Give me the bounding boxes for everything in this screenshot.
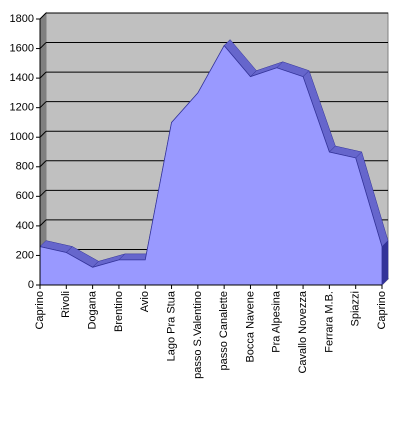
x-tick-label: passo Canalette [218, 291, 230, 371]
y-tick-label: 1400 [10, 72, 34, 84]
y-tick-label: 1600 [10, 42, 34, 54]
x-tick-label: Caprino [376, 291, 388, 330]
grid-line-side [39, 12, 47, 20]
x-tick-label: Pra Alpesina [271, 290, 283, 353]
grid-line-side [39, 219, 47, 227]
grid-line-side [39, 42, 47, 49]
x-tick-label: Caprino [34, 291, 46, 330]
grid-line-side [39, 189, 47, 197]
area [39, 44, 383, 286]
x-tick-label: Brentino [113, 291, 125, 332]
area-side [381, 239, 389, 286]
grid-line-side [39, 160, 47, 168]
y-tick-label: 400 [16, 220, 34, 232]
x-tick-label: Dogana [87, 290, 99, 329]
x-tick-label: Cavallo Novezza [297, 290, 309, 373]
x-tick-label: Lago Pra Stua [165, 290, 177, 361]
y-tick-label: 0 [28, 279, 34, 291]
grid-line-side [39, 130, 47, 138]
x-tick-label: Ferrara M.B. [323, 291, 335, 353]
y-tick-label: 1200 [10, 102, 34, 114]
y-tick-label: 600 [16, 190, 34, 202]
x-tick-label: Rivoli [60, 291, 72, 318]
y-tick-label: 1800 [10, 13, 34, 25]
y-tick-label: 200 [16, 249, 34, 261]
x-tick-label: Bocca Navene [244, 291, 256, 363]
x-tick-label: Spiazzi [350, 291, 362, 326]
grid-line-side [39, 71, 47, 79]
y-tick-label: 1000 [10, 131, 34, 143]
y-tick-label: 800 [16, 161, 34, 173]
x-tick-label: Avio [139, 291, 151, 312]
x-tick-label: passo S.Valentino [192, 291, 204, 379]
grid-line-side [39, 101, 47, 109]
